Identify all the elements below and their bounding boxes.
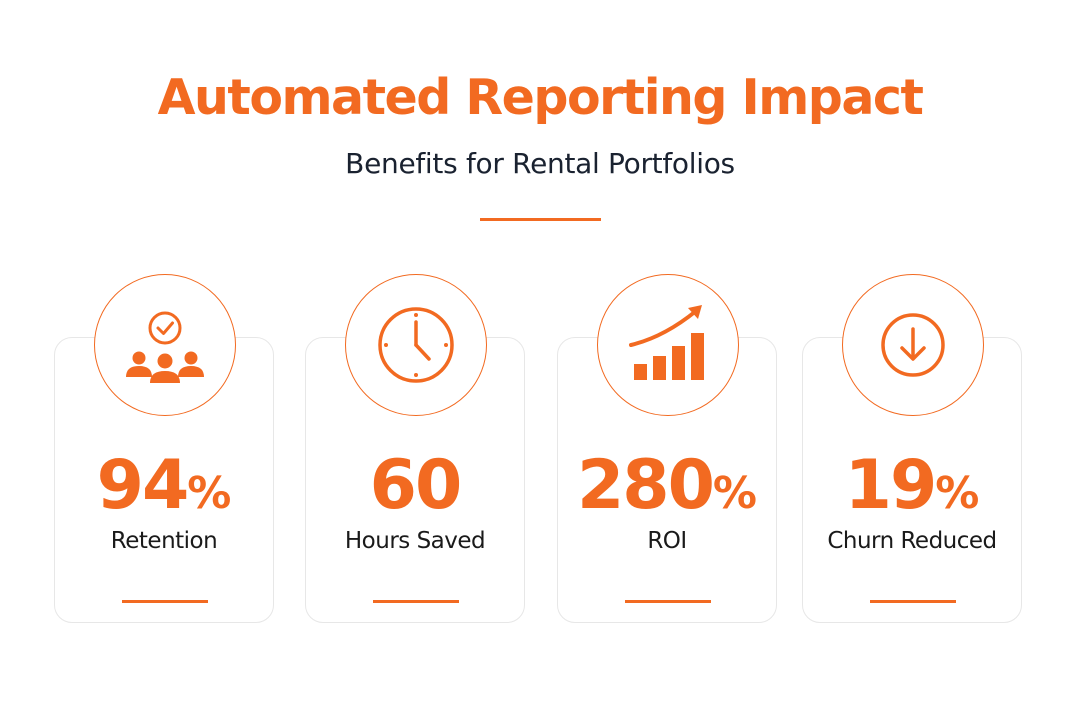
people-check-icon	[94, 274, 236, 416]
page-subtitle: Benefits for Rental Portfolios	[345, 147, 735, 180]
clock-icon	[345, 274, 487, 416]
stat-card-hours-saved: 60 Hours Saved	[305, 274, 525, 623]
stat-value: 94%	[96, 446, 232, 525]
stat-card-churn-reduced: 19% Churn Reduced	[802, 274, 1022, 623]
stat-label: Retention	[110, 528, 218, 554]
stat-value: 60	[369, 446, 463, 525]
arrow-down-circle-icon	[842, 274, 984, 416]
page-title: Automated Reporting Impact	[157, 69, 924, 126]
stat-unit: %	[187, 468, 232, 519]
stat-label: Churn Reduced	[827, 528, 997, 554]
growth-chart-icon	[597, 274, 739, 416]
card-divider	[122, 600, 208, 603]
card-divider	[870, 600, 956, 603]
stat-card-roi: 280% ROI	[557, 274, 777, 623]
stat-unit: %	[935, 468, 980, 519]
card-divider	[373, 600, 459, 603]
stat-label: Hours Saved	[344, 528, 486, 554]
title-divider	[480, 218, 601, 221]
stat-card-retention: 94% Retention	[54, 274, 274, 623]
stat-label: ROI	[647, 528, 687, 554]
stat-unit: %	[712, 468, 758, 519]
card-divider	[625, 600, 711, 603]
stat-value: 280%	[576, 446, 758, 525]
stat-value: 19%	[844, 446, 980, 525]
